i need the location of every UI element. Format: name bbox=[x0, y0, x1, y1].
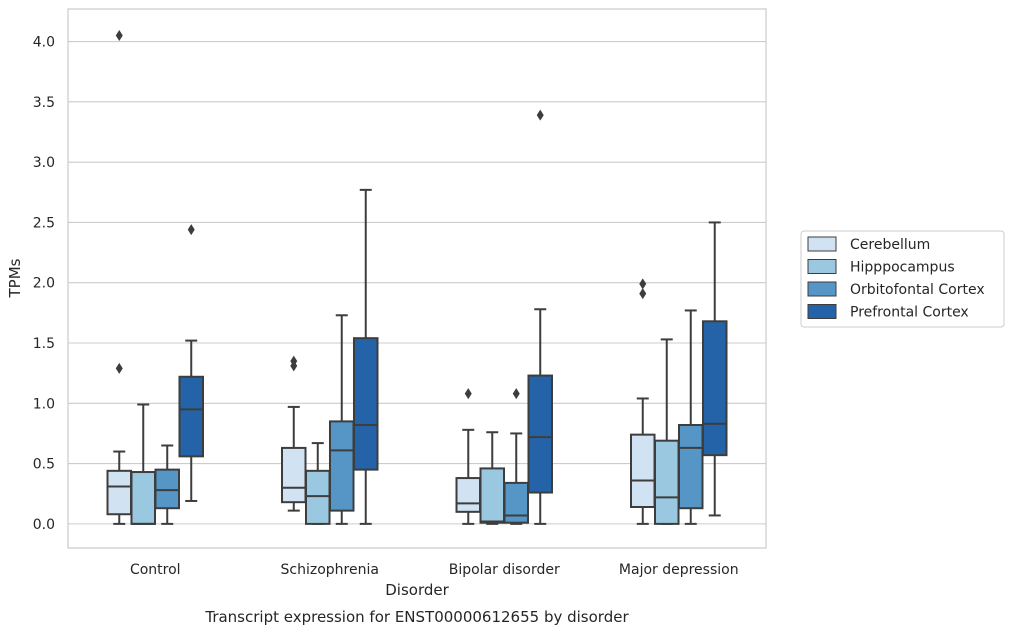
y-tick-label: 2.5 bbox=[33, 215, 55, 231]
boxes-layer bbox=[106, 30, 728, 525]
legend-swatch bbox=[807, 259, 837, 274]
y-tick-label: 4.0 bbox=[33, 35, 55, 51]
iqr-box bbox=[701, 320, 728, 457]
y-tick-label: 0.0 bbox=[33, 517, 55, 533]
legend-frame bbox=[800, 230, 1005, 328]
iqr-box bbox=[106, 469, 133, 516]
y-tick-label: 1.5 bbox=[33, 336, 55, 352]
y-tick-label: 1.0 bbox=[33, 396, 55, 412]
iqr-box bbox=[178, 375, 204, 458]
iqr-box bbox=[479, 467, 506, 524]
box-1-2 bbox=[281, 355, 307, 512]
iqr-box bbox=[154, 468, 181, 510]
outlier-point bbox=[115, 362, 123, 374]
outlier-point bbox=[464, 388, 472, 400]
legend-swatch bbox=[807, 236, 837, 252]
x-tick-label: Control bbox=[130, 562, 181, 578]
iqr-box bbox=[503, 481, 530, 524]
plot-frame bbox=[67, 8, 767, 549]
iqr-box bbox=[304, 469, 331, 525]
iqr-box bbox=[630, 433, 656, 509]
box-1-1 bbox=[106, 30, 133, 525]
box-3-1 bbox=[154, 444, 181, 525]
iqr-box bbox=[677, 424, 704, 510]
box-2-1 bbox=[130, 403, 157, 525]
box-4-3 bbox=[527, 109, 553, 525]
iqr-box bbox=[653, 439, 680, 525]
y-tick-label: 2.0 bbox=[33, 276, 55, 292]
iqr-box bbox=[130, 471, 157, 525]
x-tick-label: Major depression bbox=[619, 562, 739, 578]
outlier-point bbox=[536, 109, 544, 121]
legend-label: Orbitofontal Cortex bbox=[850, 282, 985, 298]
box-4-4 bbox=[701, 221, 728, 517]
outlier-point bbox=[512, 388, 520, 400]
y-tick-label: 0.5 bbox=[33, 457, 55, 473]
legend-swatch bbox=[807, 281, 837, 297]
outlier-point bbox=[639, 288, 647, 300]
y-tick-label: 3.5 bbox=[33, 95, 55, 111]
y-axis-label: TPMs bbox=[6, 258, 24, 298]
outlier-point bbox=[115, 30, 123, 42]
box-4-1 bbox=[178, 224, 204, 502]
legend-label: Cerebellum bbox=[850, 237, 930, 253]
x-tick-label: Schizophrenia bbox=[281, 562, 379, 578]
iqr-box bbox=[328, 420, 355, 512]
outlier-point bbox=[639, 278, 647, 290]
legend-label: Prefrontal Cortex bbox=[850, 305, 969, 321]
iqr-box bbox=[527, 374, 553, 494]
legend-swatch bbox=[807, 304, 837, 319]
box-1-4 bbox=[630, 278, 656, 525]
ticks-layer: 0.0 0.5 1.0 1.5 2.0 2.5 3.0 3.5 4.0 Control Schizo… bbox=[33, 35, 739, 578]
box-3-3 bbox=[503, 388, 530, 525]
legend: Cerebellum Hipppocampus Orbitofontal Corte… bbox=[800, 230, 1005, 328]
chart-caption: Transcript expression for ENST0000061265… bbox=[204, 608, 629, 626]
box-3-4 bbox=[677, 309, 704, 525]
x-tick-label: Bipolar disorder bbox=[449, 562, 560, 578]
iqr-box bbox=[281, 446, 307, 504]
y-tick-label: 3.0 bbox=[33, 155, 55, 171]
iqr-box bbox=[352, 337, 379, 471]
outlier-point bbox=[187, 224, 195, 236]
legend-label: Hipppocampus bbox=[850, 260, 955, 276]
outlier-point bbox=[290, 355, 298, 367]
box-4-2 bbox=[352, 188, 379, 525]
iqr-box bbox=[455, 477, 482, 513]
x-axis-label: Disorder bbox=[385, 581, 449, 599]
